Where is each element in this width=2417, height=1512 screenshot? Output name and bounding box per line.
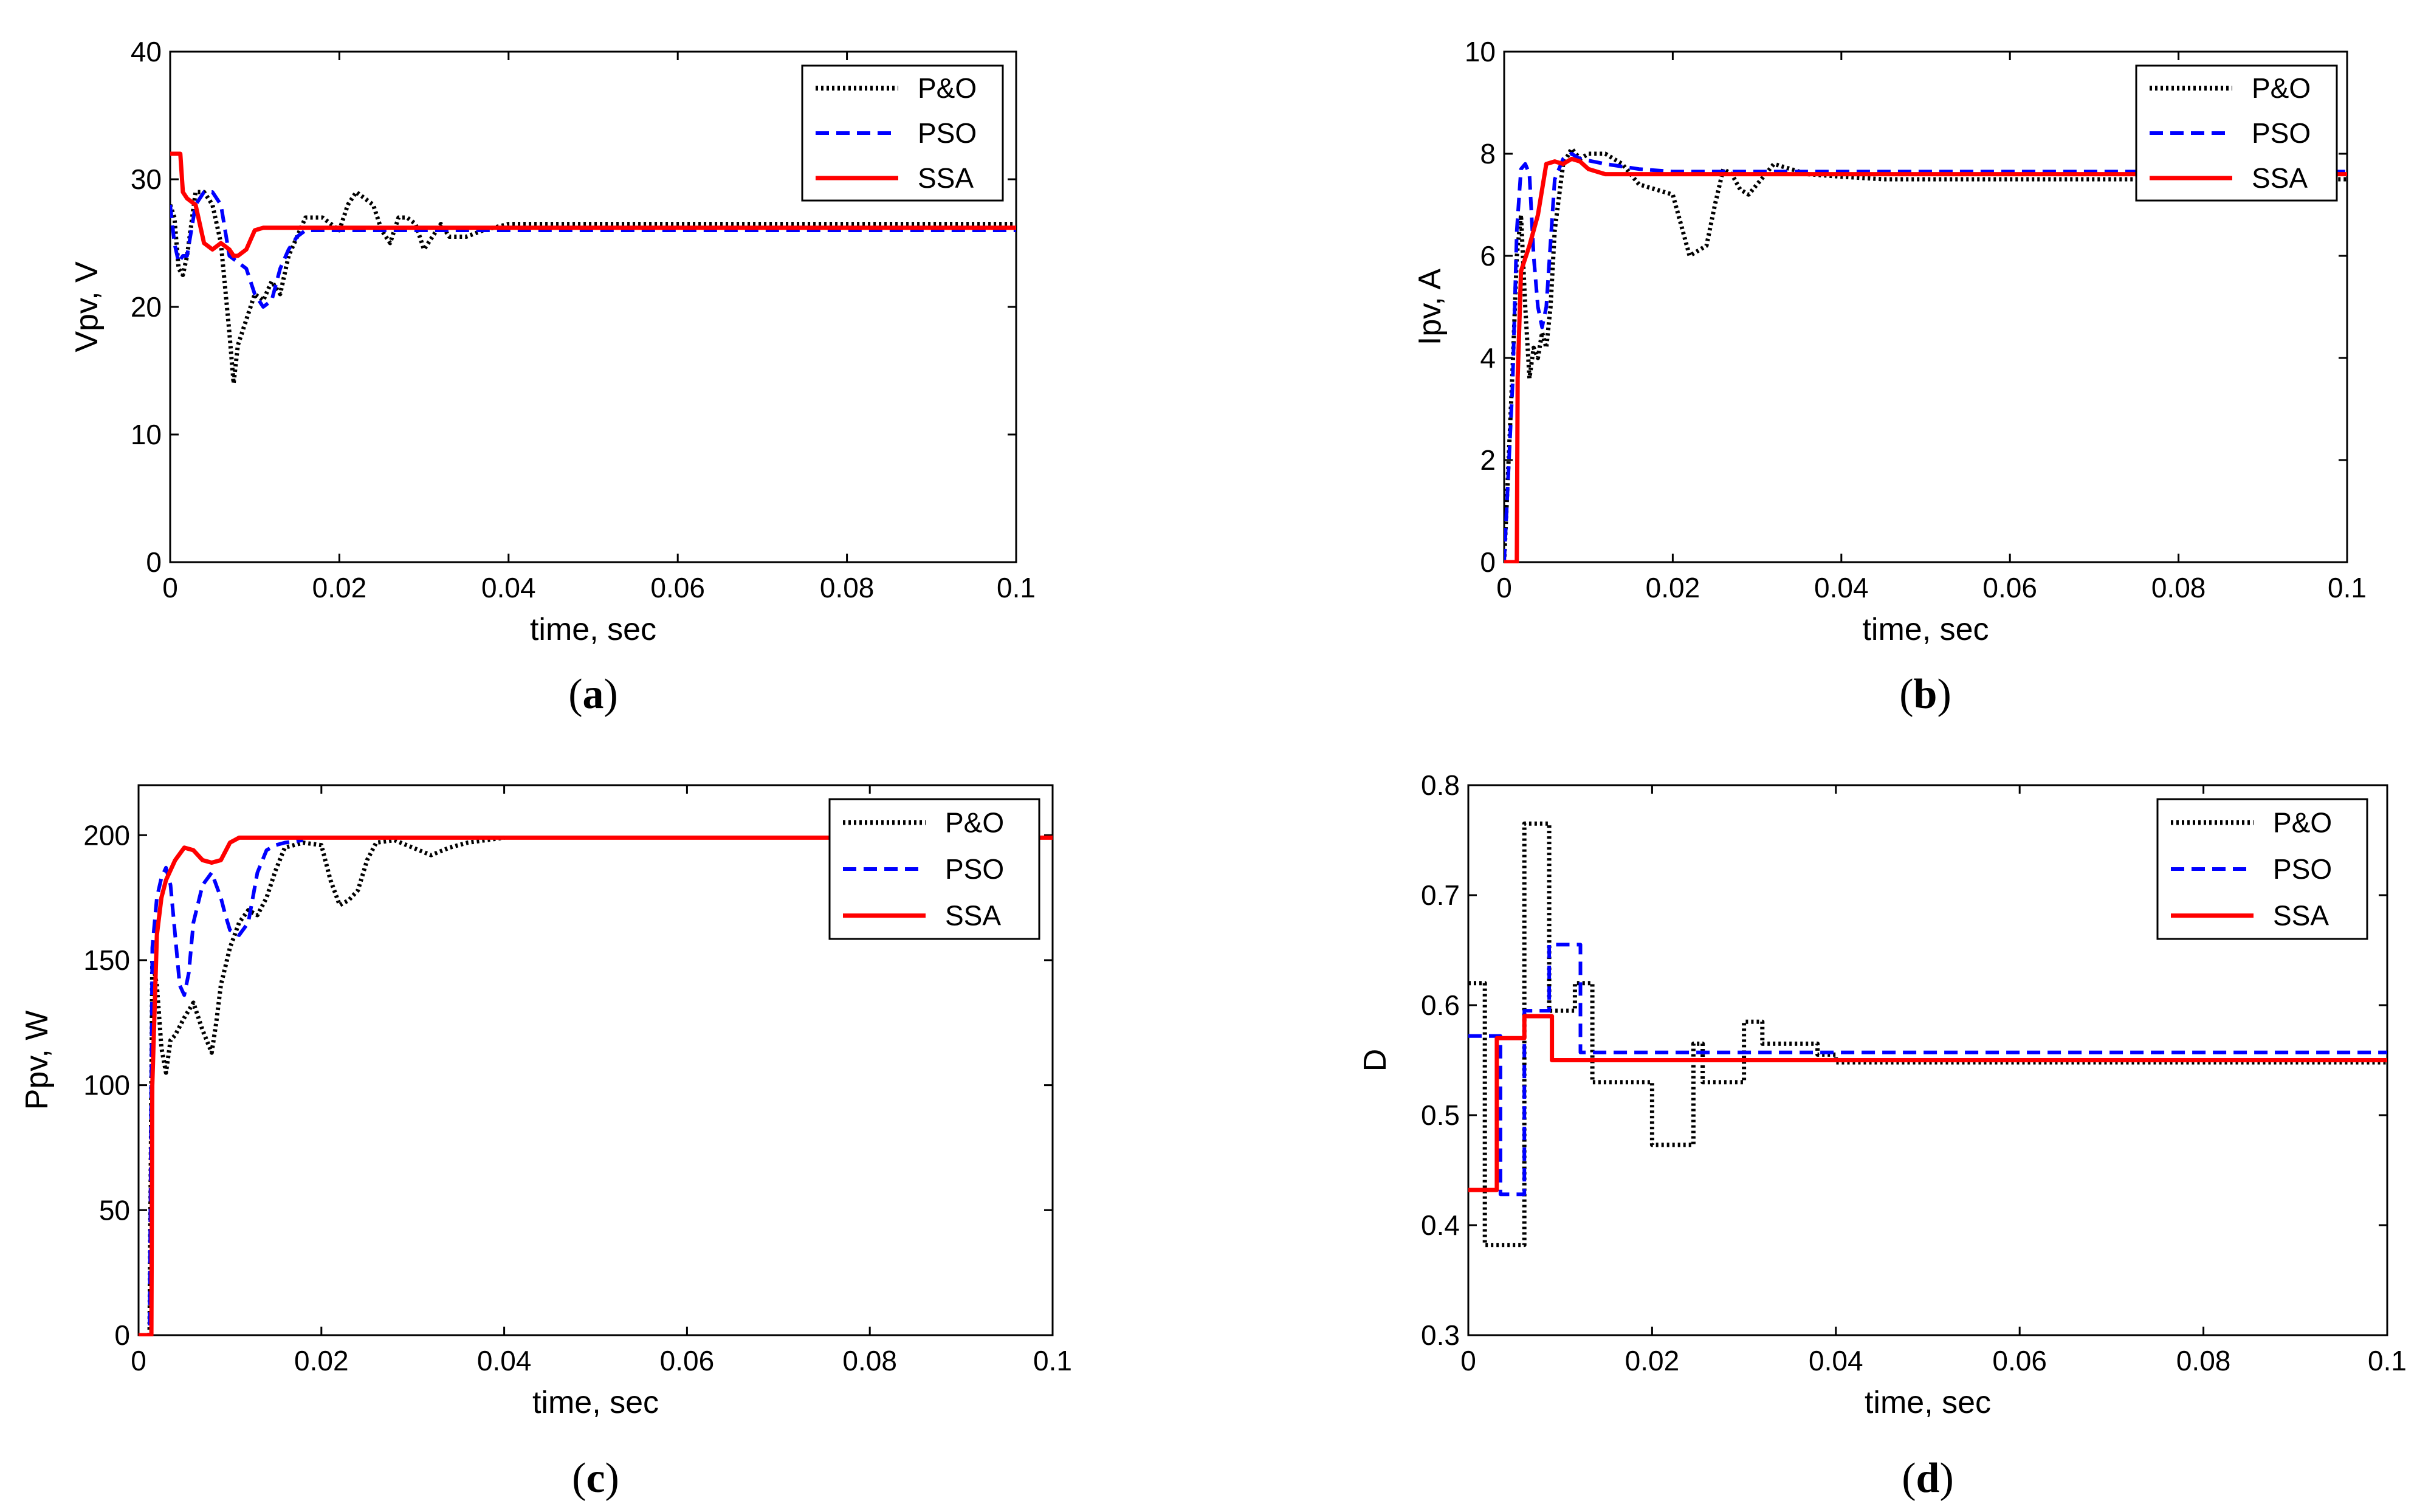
x-tick-label: 0.04 (1814, 572, 1869, 603)
legend-label: P&O (918, 72, 977, 104)
legend: P&O PSO SSA (828, 798, 1040, 940)
y-tick-label: 150 (83, 944, 130, 976)
x-tick-label: 0.06 (650, 572, 705, 603)
legend-label: PSO (2273, 853, 2332, 885)
x-tick-label: 0.02 (312, 572, 367, 603)
x-tick-label: 0.06 (1982, 572, 2037, 603)
y-tick-label: 6 (1480, 240, 1496, 272)
chart-panel-b: 0 0.02 0.04 0.06 0.08 0.1 0 2 4 6 8 10 time, sec Ipv,… (1412, 36, 2367, 718)
legend-label: P&O (945, 806, 1004, 838)
series-line-pso (139, 838, 304, 1336)
x-tick-label: 0 (162, 572, 178, 603)
y-tick-label: 50 (99, 1194, 130, 1226)
x-tick-label: 0.08 (2151, 572, 2206, 603)
legend: P&O PSO SSA (801, 64, 1004, 202)
legend: P&O PSO SSA (2156, 798, 2368, 940)
y-axis-label: Vpv, V (69, 261, 105, 352)
y-tick-label: 0 (1480, 546, 1496, 578)
legend-label: PSO (918, 117, 977, 149)
y-tick-label: 40 (131, 36, 162, 67)
x-tick-label: 0.1 (2368, 1345, 2407, 1376)
x-tick-label: 0.06 (1992, 1345, 2047, 1376)
y-axis-label: Ppv, W (19, 1011, 55, 1110)
panel-caption: (b) (1899, 671, 1951, 718)
y-tick-label: 0.5 (1421, 1099, 1460, 1131)
series-line-ssa (170, 151, 1016, 258)
y-tick-label: 20 (131, 291, 162, 323)
x-tick-label: 0.02 (1625, 1345, 1680, 1376)
x-tick-label: 0.08 (820, 572, 875, 603)
legend-label: PSO (2252, 117, 2311, 149)
series-line-pso (170, 190, 1016, 309)
y-tick-label: 4 (1480, 342, 1496, 374)
x-axis-label: time, sec (532, 1385, 659, 1420)
x-tick-label: 0 (131, 1345, 146, 1376)
x-tick-label: 0.1 (997, 572, 1036, 603)
chart-panel-d: 0 0.02 0.04 0.06 0.08 0.1 0.3 0.4 0.5 0.6 0.7 0.8 ti… (1358, 769, 2407, 1502)
x-tick-label: 0.08 (842, 1345, 897, 1376)
panel-caption: (d) (1902, 1455, 1954, 1502)
x-tick-label: 0 (1460, 1345, 1476, 1376)
x-axis-label: time, sec (1862, 612, 1989, 647)
series-line-po (1504, 146, 2347, 563)
legend-label: SSA (2252, 162, 2308, 194)
y-tick-label: 0.3 (1421, 1319, 1460, 1351)
series-line-ssa (1468, 1014, 2387, 1192)
x-tick-label: 0.04 (481, 572, 536, 603)
y-tick-label: 0 (114, 1319, 130, 1351)
x-axis-label: time, sec (530, 612, 656, 647)
y-tick-label: 0.7 (1421, 879, 1460, 911)
x-tick-label: 0.04 (477, 1345, 532, 1376)
legend-label: PSO (945, 853, 1004, 885)
y-axis-label: D (1358, 1049, 1393, 1072)
legend-label: P&O (2273, 806, 2332, 838)
panel-caption: (a) (568, 671, 618, 718)
x-tick-label: 0.1 (2328, 572, 2367, 603)
legend-label: SSA (945, 900, 1001, 932)
y-tick-label: 10 (131, 419, 162, 450)
y-tick-label: 30 (131, 163, 162, 195)
series-line-ssa (1504, 156, 2347, 563)
legend-label: SSA (2273, 900, 2329, 932)
chart-panel-c: 0 0.02 0.04 0.06 0.08 0.1 0 50 100 150 200 time, se… (19, 784, 1072, 1502)
series-line-pso (1468, 943, 2387, 1197)
y-tick-label: 100 (83, 1070, 130, 1101)
y-tick-label: 0 (146, 546, 162, 578)
series-line-po (139, 835, 505, 1336)
x-tick-label: 0.02 (1646, 572, 1700, 603)
y-tick-label: 0.6 (1421, 989, 1460, 1021)
series-line-pso (1504, 152, 2347, 563)
x-tick-label: 0.04 (1809, 1345, 1863, 1376)
legend-label: SSA (918, 162, 974, 194)
series-line-po (1468, 821, 2387, 1248)
x-tick-label: 0.08 (2176, 1345, 2231, 1376)
panel-caption: (c) (572, 1455, 619, 1502)
y-tick-label: 0.4 (1421, 1209, 1460, 1241)
x-tick-label: 0 (1496, 572, 1512, 603)
chart-panel-a: 0 0.02 0.04 0.06 0.08 0.1 0 10 20 30 40 time, sec Vp… (69, 36, 1036, 718)
y-axis-label: Ipv, A (1412, 269, 1448, 346)
x-tick-label: 0.1 (1033, 1345, 1072, 1376)
y-tick-label: 200 (83, 819, 130, 851)
y-tick-label: 0.8 (1421, 769, 1460, 801)
series-line-ssa (139, 835, 1053, 1336)
legend: P&O PSO SSA (2135, 64, 2338, 202)
y-tick-label: 8 (1480, 138, 1496, 170)
y-tick-label: 10 (1465, 36, 1496, 67)
x-axis-label: time, sec (1865, 1385, 1991, 1420)
x-tick-label: 0.02 (294, 1345, 349, 1376)
legend-label: P&O (2252, 72, 2311, 104)
x-tick-label: 0.06 (660, 1345, 715, 1376)
series-line-po (170, 190, 1016, 386)
y-tick-label: 2 (1480, 444, 1496, 476)
